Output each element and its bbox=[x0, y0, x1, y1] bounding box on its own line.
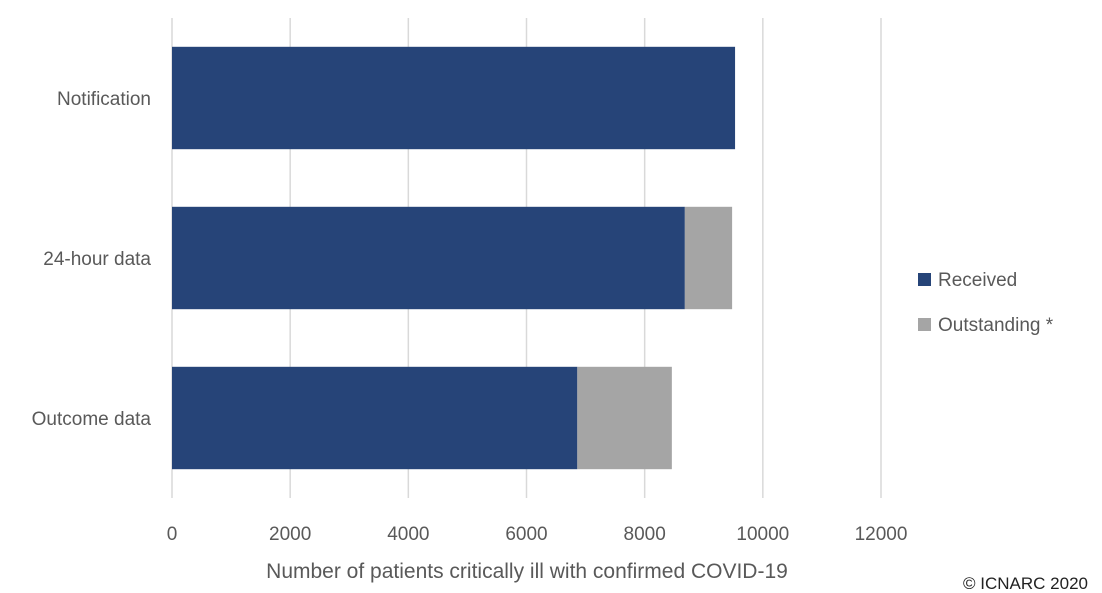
x-tick-label: 2000 bbox=[269, 524, 311, 545]
x-axis-title: Number of patients critically ill with c… bbox=[266, 560, 788, 583]
legend: Received Outstanding * bbox=[918, 270, 1054, 336]
copyright-text: © ICNARC 2020 bbox=[963, 574, 1088, 593]
category-label: Outcome data bbox=[32, 409, 152, 430]
legend-swatch bbox=[918, 318, 931, 331]
category-label: Notification bbox=[57, 89, 151, 110]
x-tick-label: 4000 bbox=[387, 524, 429, 545]
category-label: 24-hour data bbox=[43, 249, 151, 270]
bar-received bbox=[172, 206, 685, 310]
legend-label: Outstanding * bbox=[938, 315, 1054, 336]
x-tick-label: 0 bbox=[167, 524, 178, 545]
bars bbox=[172, 46, 736, 470]
x-tick-label: 10000 bbox=[736, 524, 789, 545]
bar-received bbox=[172, 46, 736, 150]
bar-outstanding bbox=[684, 206, 733, 310]
x-tick-labels: 0 2000 4000 6000 8000 10000 12000 bbox=[167, 524, 908, 545]
bar-outstanding bbox=[577, 366, 672, 470]
x-tick-label: 6000 bbox=[505, 524, 547, 545]
x-tick-label: 8000 bbox=[624, 524, 666, 545]
legend-swatch bbox=[918, 273, 931, 286]
category-labels: Notification 24-hour data Outcome data bbox=[32, 89, 152, 430]
bar-received bbox=[172, 366, 578, 470]
x-tick-label: 12000 bbox=[855, 524, 908, 545]
legend-label: Received bbox=[938, 270, 1017, 291]
